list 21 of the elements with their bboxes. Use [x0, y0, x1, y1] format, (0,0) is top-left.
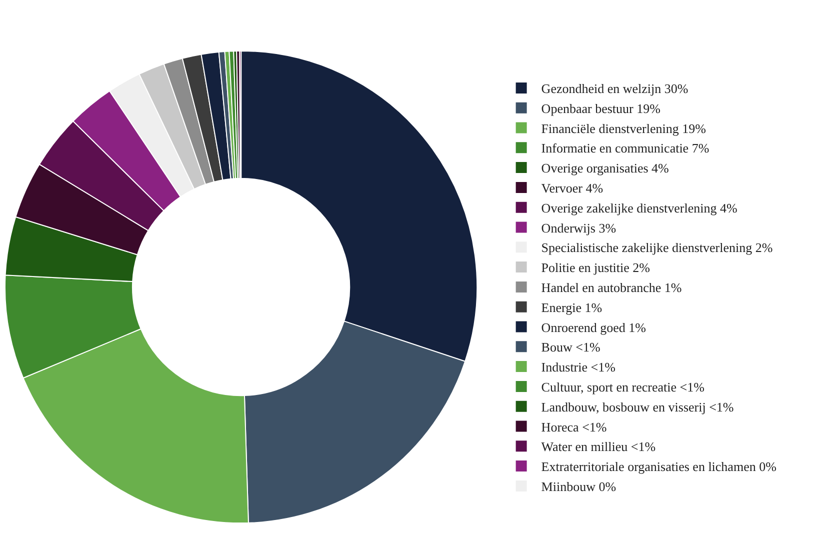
legend-label: Extraterritoriale organisaties en lichamen 0% [541, 459, 777, 474]
legend-label: Specialistische zakelijke dienstverlening 2% [541, 240, 773, 256]
legend-label: Informatie en communicatie 7% [541, 140, 710, 156]
legend-label: Landbouw, bosbouw en visserij <1% [541, 399, 734, 414]
legend-label: Horeca <1% [541, 419, 607, 434]
legend-label: Vervoer 4% [541, 180, 604, 196]
legend-label: Overige zakelijke dienstverlening 4% [541, 200, 738, 216]
legend-label: Openbaar bestuur 19% [541, 100, 661, 116]
legend-label: Gezondheid en welzijn 30% [541, 81, 688, 96]
legend-label: Onderwijs 3% [541, 220, 616, 236]
legend-label: Onroerend goed 1% [541, 320, 646, 335]
legend-label: Energie 1% [541, 300, 602, 315]
legend-label: Politie en justitie 2% [541, 260, 650, 276]
legend-label: Miinbouw 0% [541, 479, 616, 494]
legend-label: Handel en autobranche 1% [541, 280, 682, 296]
legend-label: Financiële dienstverlening 19% [541, 120, 706, 136]
legend-label: Bouw <1% [541, 340, 600, 355]
legend-label: Industrie <1% [541, 360, 616, 375]
legend-label: Overige organisaties 4% [541, 160, 670, 176]
legend-label: Cultuur, sport en recreatie <1% [541, 380, 705, 395]
legend-label: Water en millieu <1% [541, 439, 656, 454]
